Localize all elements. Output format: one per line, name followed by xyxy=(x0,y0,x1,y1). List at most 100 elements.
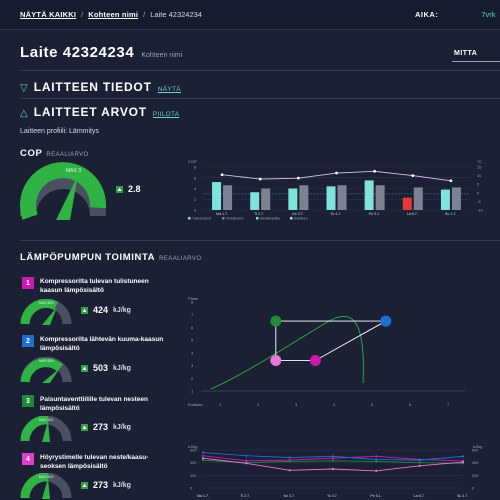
legend-label: Edellinen xyxy=(294,217,308,221)
breadcrumb-show-all[interactable]: NÄYTÄ KAIKKI xyxy=(20,10,77,19)
temperature-point xyxy=(258,177,262,181)
legend-swatch xyxy=(222,217,225,220)
heatpump-heading: LÄMPÖPUMPUN TOIMINTA REAALIARVO xyxy=(20,252,201,263)
cycle-point-1 xyxy=(309,354,321,366)
temp-tick-label: 10 xyxy=(477,173,482,178)
cycle-point-3 xyxy=(270,315,282,327)
point-badge: 4 xyxy=(22,453,34,465)
card-title: Kompressorilta tulevan tulistuneen kaasu… xyxy=(40,278,149,294)
section-device-info: ▽ LAITTEEN TIEDOT NÄYTÄ xyxy=(20,80,181,94)
card-title: Paisuntaventtiilille tulevan nesteen läm… xyxy=(40,396,149,412)
enthalpy-point xyxy=(375,460,378,463)
cop-compare-bar xyxy=(223,185,233,210)
cop-bar xyxy=(212,182,222,210)
arrow-up-icon xyxy=(116,185,123,193)
cop-value-row: 2.8 xyxy=(116,184,141,194)
temp-tick-label: 5 xyxy=(477,182,480,187)
temp-axis-title: °C xyxy=(477,159,482,164)
cycle-point-4 xyxy=(270,354,282,366)
enthalpy-category-label: To 4.7. xyxy=(327,494,338,498)
enthalpy-unit: kJ/kg xyxy=(113,306,131,314)
enthalpy-value: 503 xyxy=(93,363,109,373)
enthalpy-category-label: Ke 3.7. xyxy=(284,494,295,498)
legend-label: Vertailuarvo xyxy=(226,217,244,221)
enthalpy-tick-label-right: 200 xyxy=(472,474,478,478)
ph-y-tick-label: 3 xyxy=(191,363,194,368)
card-title: Höyrystimelle tulevan neste/kaasu-seokse… xyxy=(40,454,149,470)
show-button[interactable]: NÄYTÄ xyxy=(157,86,181,93)
time-range-label: AIKA: xyxy=(415,10,439,19)
enthalpy-tick-label-right: 600 xyxy=(472,449,478,453)
enthalpy-category-label: Ti 2.7. xyxy=(240,494,250,498)
temperature-point xyxy=(220,173,224,177)
enthalpy-point xyxy=(201,459,205,462)
cop-tick-label: 4 xyxy=(194,186,197,191)
mini-gauge: MAX 600 xyxy=(20,299,72,325)
temperature-point xyxy=(373,169,377,173)
section-device-values: △ LAITTEET ARVOT PIILOTA xyxy=(20,105,179,119)
temp-tick-label: -10 xyxy=(477,208,484,213)
enthalpy-category-label: Su 1.7. xyxy=(457,494,468,498)
enthalpy-point xyxy=(245,462,248,465)
cop-gauge-needle xyxy=(56,175,78,220)
card-title: Kompressorilta lähtevän kuuma-kaasun läm… xyxy=(40,336,164,352)
divider xyxy=(20,70,500,71)
cop-tick-label: 8 xyxy=(194,165,197,170)
ph-x-title: Entalpia xyxy=(188,402,203,407)
enthalpy-tick-label-right: 0 xyxy=(472,487,474,491)
enthalpy-tick-label: 200 xyxy=(190,474,196,478)
point-badge: 3 xyxy=(22,395,34,407)
enthalpy-unit: kJ/kg xyxy=(113,364,131,372)
enthalpy-point xyxy=(245,459,248,462)
enthalpy-right-title: kJ/kg xyxy=(473,444,482,449)
temperature-point xyxy=(296,176,300,180)
cop-axis-title: COP xyxy=(188,159,197,164)
page-subtitle: Kohteen nimi xyxy=(141,52,183,59)
enthalpy-left-title: kJ/kg xyxy=(188,444,197,449)
heatpump-title: LÄMPÖPUMPUN TOIMINTA xyxy=(20,252,156,263)
cop-category-label: Su 1.7. xyxy=(445,212,456,216)
arrow-up-icon xyxy=(81,306,88,314)
enthalpy-point xyxy=(288,456,291,459)
enthalpy-point xyxy=(418,461,421,464)
enthalpy-point xyxy=(375,458,378,461)
breadcrumb-target[interactable]: Kohteen nimi xyxy=(88,10,139,19)
cop-title: COP xyxy=(20,148,43,159)
collapse-triangle-icon[interactable]: △ xyxy=(20,108,28,119)
ph-x-tick-label: 7 xyxy=(447,402,450,407)
tab-mittaus[interactable]: MITTA xyxy=(454,50,478,57)
ph-x-tick-label: 3 xyxy=(295,402,298,407)
hide-button[interactable]: PIILOTA xyxy=(152,111,180,118)
breadcrumb-separator: / xyxy=(81,10,84,19)
ph-x-tick-label: 2 xyxy=(257,402,260,407)
cop-category-label: Pe 5.1. xyxy=(369,212,380,216)
saturation-curve xyxy=(210,316,364,390)
divider xyxy=(20,240,500,241)
cop-value: 2.8 xyxy=(128,184,141,194)
ph-y-title: Paine xyxy=(188,296,199,301)
temperature-point xyxy=(449,179,453,183)
enthalpy-point xyxy=(201,454,205,457)
cop-bar xyxy=(364,180,374,210)
time-range-value: 7vrk xyxy=(481,10,496,19)
legend-swatch xyxy=(188,217,191,220)
cycle-point-2 xyxy=(380,315,392,327)
enthalpy-point xyxy=(201,451,205,454)
arrow-up-icon xyxy=(81,481,88,489)
cop-compare-bar xyxy=(413,187,423,210)
enthalpy-point xyxy=(331,455,335,458)
time-range-select[interactable]: 7vrk xyxy=(481,10,500,19)
page-title: Laite 42324234 xyxy=(20,44,135,61)
ph-x-tick-label: 5 xyxy=(371,402,374,407)
temperature-point xyxy=(411,174,415,177)
enthalpy-tick-label: 0 xyxy=(190,487,192,491)
expand-triangle-icon[interactable]: ▽ xyxy=(20,83,28,94)
cop-compare-bar xyxy=(375,185,385,210)
cop-compare-bar xyxy=(451,187,461,210)
enthalpy-point xyxy=(331,457,335,460)
legend-swatch xyxy=(256,217,259,220)
section-title: LAITTEEN TIEDOT xyxy=(33,80,152,94)
cop-tag: REAALIARVO xyxy=(46,152,89,158)
point-badge: 1 xyxy=(22,277,34,289)
ph-y-tick-label: 5 xyxy=(191,338,194,343)
